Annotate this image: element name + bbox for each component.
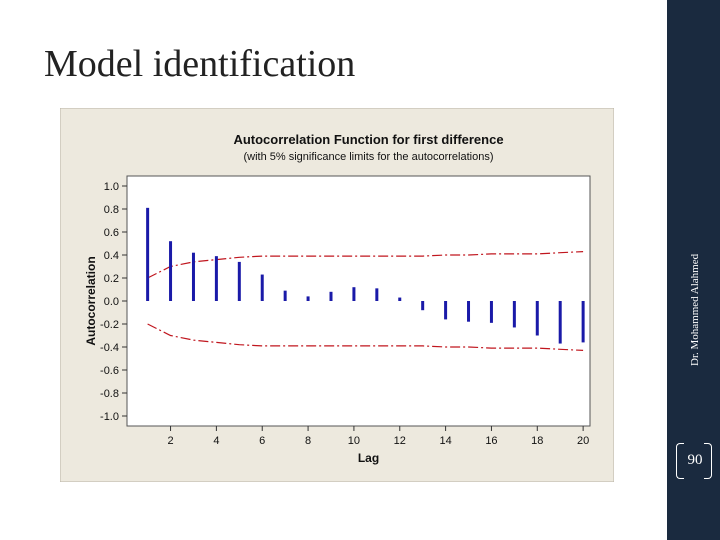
y-tick-label: 0.4: [104, 250, 119, 262]
acf-bar: [467, 301, 471, 322]
page-bracket-right: [704, 443, 712, 479]
y-tick-label: 1.0: [104, 181, 119, 193]
author-label: Dr. Mohammed Alahmed: [689, 253, 701, 366]
acf-bar: [169, 241, 173, 301]
acf-bar: [421, 301, 425, 311]
y-tick-label: 0.2: [104, 273, 119, 285]
x-tick-label: 20: [577, 435, 589, 447]
acf-bar: [558, 301, 562, 344]
acf-bar: [306, 296, 310, 301]
x-tick-label: 10: [348, 435, 360, 447]
acf-bar: [329, 291, 333, 301]
x-tick-label: 2: [167, 435, 173, 447]
lower-significance-limit: [147, 323, 584, 351]
slide-title: Model identification: [44, 43, 356, 85]
acf-bar: [489, 301, 493, 323]
acf-bar: [444, 301, 448, 320]
acf-bar: [398, 297, 402, 301]
y-tick-label: -0.6: [100, 365, 119, 377]
acf-bar: [146, 207, 150, 301]
plot-area: [126, 175, 591, 427]
acf-bar: [260, 274, 264, 301]
acf-bar: [581, 301, 585, 343]
x-tick-label: 4: [213, 435, 219, 447]
x-tick-label: 16: [485, 435, 497, 447]
x-tick-label: 18: [531, 435, 543, 447]
page-bracket-left: [676, 443, 684, 479]
y-tick-label: 0.6: [104, 227, 119, 239]
x-tick-label: 6: [259, 435, 265, 447]
x-axis-label: Lag: [358, 451, 379, 465]
acf-chart: Autocorrelation Function for first diffe…: [60, 108, 614, 482]
x-tick-label: 8: [305, 435, 311, 447]
acf-bar: [512, 301, 516, 328]
acf-bar: [283, 290, 287, 301]
chart-title: Autocorrelation Function for first diffe…: [233, 132, 503, 147]
y-tick-label: -0.8: [100, 388, 119, 400]
acf-bar: [375, 288, 379, 301]
y-tick-label: -0.4: [100, 342, 119, 354]
y-tick-label: -1.0: [100, 411, 119, 423]
upper-significance-limit: [147, 251, 584, 279]
x-tick-label: 12: [394, 435, 406, 447]
page-number: 90: [687, 452, 703, 468]
y-tick-label: 0.8: [104, 204, 119, 216]
acf-bar: [237, 261, 241, 301]
y-tick-label: -0.2: [100, 319, 119, 331]
acf-bar: [214, 256, 218, 301]
acf-bar: [352, 287, 356, 301]
chart-subtitle: (with 5% significance limits for the aut…: [243, 151, 493, 163]
y-tick-label: 0.0: [104, 296, 119, 308]
acf-bar: [535, 301, 539, 336]
x-tick-label: 14: [439, 435, 451, 447]
acf-bar: [191, 252, 195, 301]
y-axis-label: Autocorrelation: [84, 256, 98, 345]
